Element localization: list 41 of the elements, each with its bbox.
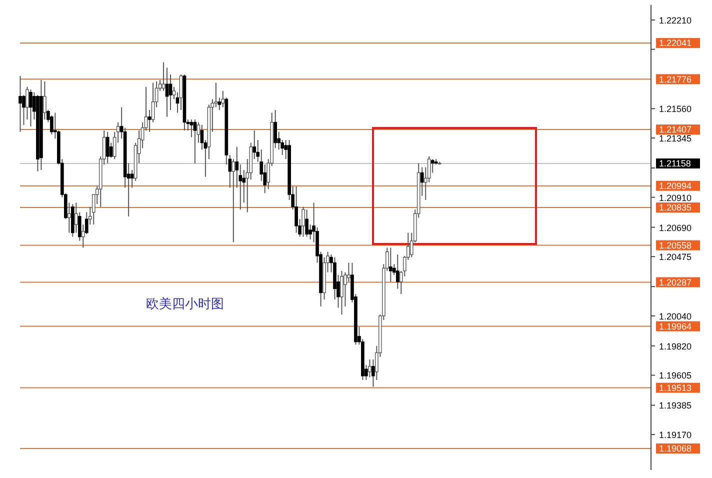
y-tick-label: 1.22210: [659, 16, 692, 26]
y-tick-label: 1.21345: [659, 133, 692, 144]
y-tick-label: 1.19820: [659, 341, 692, 352]
y-tick-label: 1.19385: [659, 400, 692, 411]
candlestick: [389, 247, 392, 282]
candlestick: [190, 119, 194, 138]
annotation: 欧美四小时图: [146, 296, 224, 311]
ref-line-label: 1.19068: [659, 444, 692, 454]
y-tick-label: 1.20475: [659, 252, 692, 262]
y-tick-label: 1.20040: [659, 311, 692, 322]
candlestick: [18, 75, 22, 132]
candlestick: [340, 270, 344, 316]
ref-line-label: 1.21407: [659, 124, 692, 135]
ref-line-label: 1.21158: [659, 158, 691, 169]
candlestick: [68, 202, 71, 234]
ref-line-label: 1.20835: [659, 202, 692, 213]
ref-line-label: 1.22041: [659, 38, 692, 48]
ref-line-label: 1.19513: [659, 382, 692, 393]
candlestick: [162, 62, 166, 92]
ref-line-label: 1.20994: [659, 181, 692, 192]
ref-line-label: 1.21776: [659, 74, 692, 84]
candlestick: [168, 74, 172, 110]
candlestick: [179, 74, 183, 110]
candlestick: [29, 89, 32, 127]
y-tick-label: 1.19170: [659, 430, 692, 440]
ref-line-label: 1.20287: [659, 277, 692, 288]
ref-line-label: 1.20558: [659, 240, 692, 250]
candlestick: [347, 262, 350, 282]
candlestick: [43, 80, 46, 120]
candlestick: [368, 359, 372, 378]
candlestick: [193, 119, 197, 164]
candlestick: [305, 209, 308, 238]
y-tick-label: 1.21560: [659, 104, 692, 114]
candlestick: [106, 131, 110, 164]
candlestick: [221, 90, 225, 108]
candlestick: [302, 206, 305, 238]
candlestick: [294, 186, 298, 234]
y-tick-label: 1.20910: [659, 192, 692, 203]
y-tick-label: 1.20690: [659, 222, 692, 233]
y-tick-label: 1.19605: [659, 370, 692, 381]
ref-line-label: 1.19964: [659, 321, 692, 332]
